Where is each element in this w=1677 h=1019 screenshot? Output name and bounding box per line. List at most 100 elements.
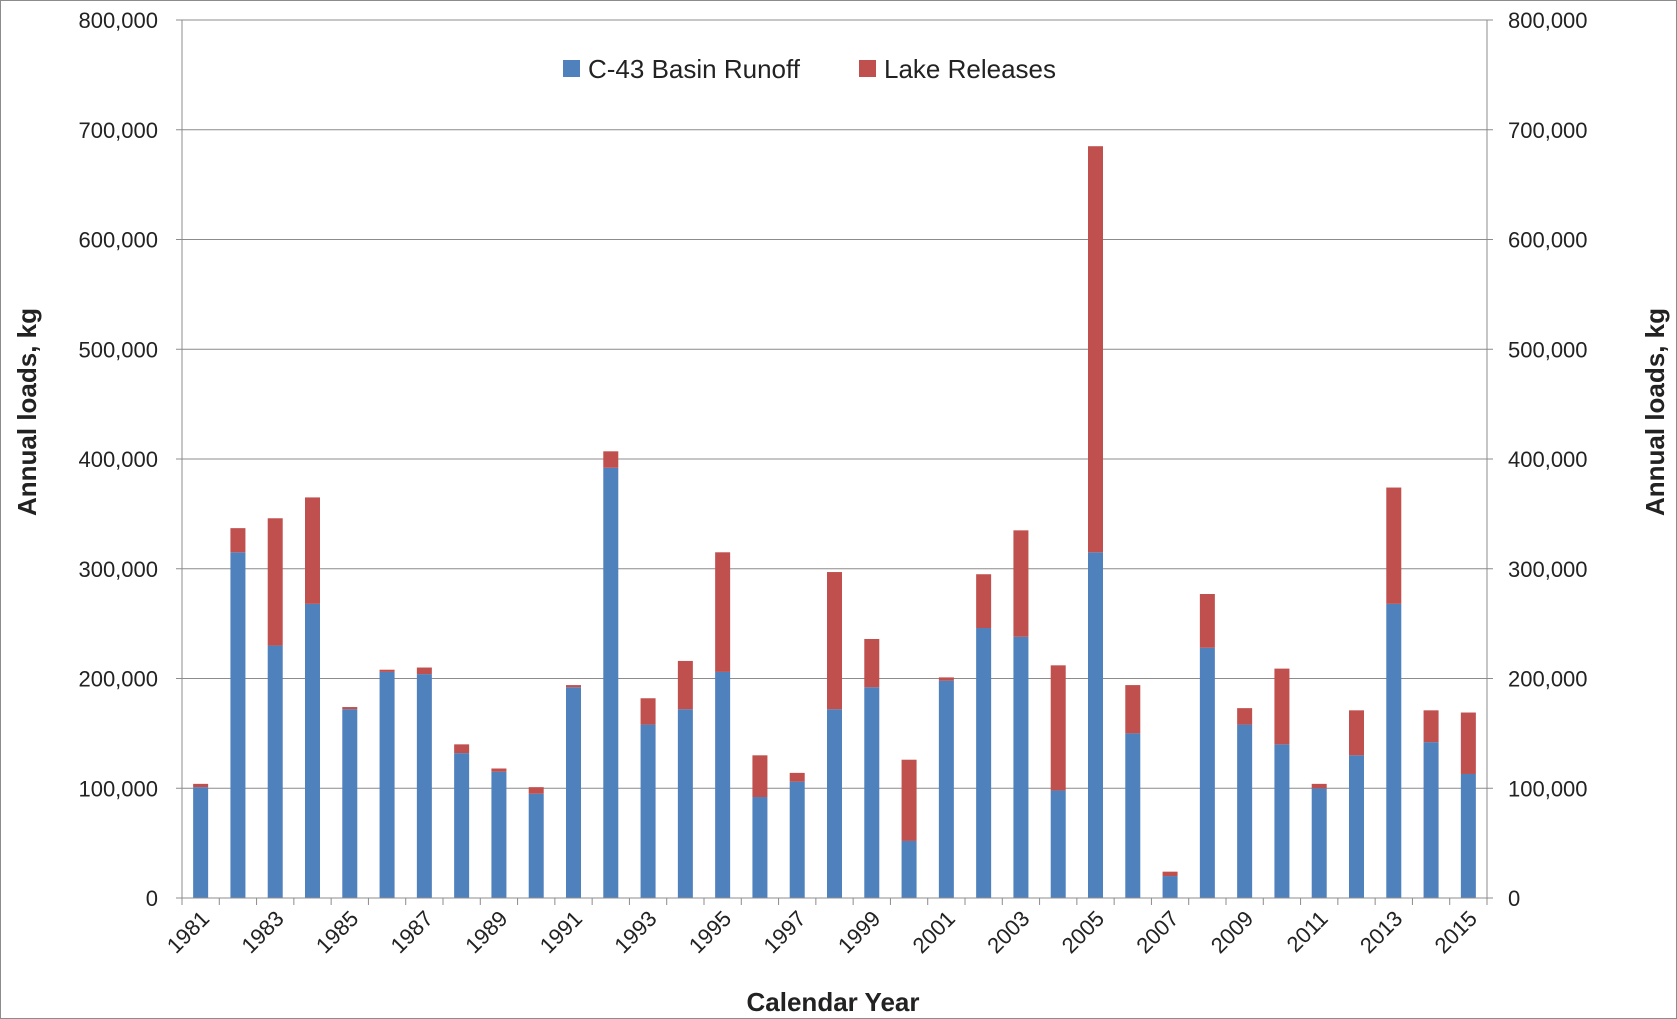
bar-lake-releases-2004 [1050,665,1066,791]
legend-label-lake-releases: Lake Releases [884,54,1056,84]
legend: C-43 Basin Runoff Lake Releases [563,54,1056,84]
bar-basin-runoff-2009 [1237,724,1253,898]
bar-lake-releases-2014 [1423,710,1439,743]
legend-label-basin-runoff: C-43 Basin Runoff [588,54,801,84]
y-tick-label-right: 100,000 [1508,776,1588,801]
bar-lake-releases-1981 [193,783,209,788]
bar-basin-runoff-2015 [1460,773,1476,898]
y-tick-label-right: 0 [1508,886,1520,911]
bar-lake-releases-2011 [1311,783,1327,789]
y-axis-title-right: Annual loads, kg [1640,308,1670,516]
bar-basin-runoff-2007 [1162,876,1178,898]
bar-basin-runoff-2013 [1386,603,1402,898]
x-tick-label: 2015 [1430,906,1482,958]
bar-basin-runoff-2010 [1274,744,1290,898]
bar-lake-releases-2009 [1237,708,1253,725]
x-tick-label: 2011 [1282,906,1333,957]
x-tick-label: 1989 [460,906,512,958]
x-axis-ticks: 1981 1983 1985 1987 1989 1991 1993 1995 1997 1999… [162,898,1488,958]
bar-lake-releases-2008 [1199,593,1215,648]
bar-lake-releases-1986 [379,669,395,672]
bar-lake-releases-2010 [1274,668,1290,745]
x-tick-label: 1995 [684,906,736,958]
y-axis-title-left: Annual loads, kg [12,308,42,516]
bar-lake-releases-1991 [566,685,581,688]
bar-basin-runoff-2000 [901,840,917,898]
bar-basin-runoff-2006 [1125,733,1141,898]
bar-lake-releases-1995 [715,552,731,672]
y-tick-label-right: 600,000 [1508,228,1588,253]
y-tick-label-left: 700,000 [78,118,158,143]
bar-lake-releases-1998 [827,572,842,710]
x-tick-label: 1991 [535,906,587,958]
bar-basin-runoff-2008 [1199,647,1215,898]
bar-lake-releases-1984 [305,497,320,604]
x-tick-label: 2001 [908,906,960,958]
bar-basin-runoff-1997 [789,781,805,898]
bar-lake-releases-1983 [267,518,283,646]
bar-basin-runoff-2012 [1349,755,1364,898]
bar-basin-runoff-1992 [603,467,619,898]
bars [193,146,1476,898]
bar-lake-releases-1993 [640,698,656,725]
y-axis-right-ticks: 0 100,000 200,000 300,000 400,000 500,000 600,… [1487,8,1588,911]
x-tick-label: 1993 [609,906,661,958]
bar-lake-releases-2003 [1013,530,1029,637]
bar-basin-runoff-1989 [491,771,507,898]
bar-basin-runoff-2001 [938,680,954,898]
x-tick-label: 2005 [1057,906,1109,958]
y-tick-label-left: 0 [146,886,158,911]
bar-basin-runoff-2014 [1423,742,1439,898]
bar-basin-runoff-1991 [566,687,581,898]
bar-lake-releases-2006 [1125,685,1141,734]
bar-basin-runoff-1996 [752,797,768,898]
y-axis-left-ticks: 0 100,000 200,000 300,000 400,000 500,000 600,… [78,8,182,911]
bar-lake-releases-2002 [976,574,992,629]
bar-basin-runoff-2005 [1088,552,1103,898]
x-tick-label: 1987 [386,906,438,958]
bar-basin-runoff-2011 [1311,788,1327,898]
y-tick-label-left: 300,000 [78,557,158,582]
x-tick-label: 2013 [1355,906,1407,958]
y-tick-label-left: 400,000 [78,447,158,472]
bar-lake-releases-1996 [752,755,768,798]
bar-basin-runoff-1982 [230,552,246,898]
y-tick-label-right: 200,000 [1508,667,1588,692]
y-tick-label-left: 100,000 [78,776,158,801]
bar-lake-releases-1988 [454,744,470,754]
bar-lake-releases-1987 [416,667,432,675]
bar-basin-runoff-1984 [305,603,320,898]
bar-lake-releases-1989 [491,768,507,772]
bar-basin-runoff-1987 [416,674,432,898]
bar-lake-releases-1992 [603,451,619,468]
bar-basin-runoff-1999 [864,687,880,898]
gridlines [182,19,1487,789]
y-tick-label-right: 500,000 [1508,337,1588,362]
bar-lake-releases-2013 [1386,487,1402,604]
bar-basin-runoff-1981 [193,787,209,898]
y-tick-label-left: 800,000 [78,8,158,33]
bar-lake-releases-2007 [1162,871,1178,877]
bar-basin-runoff-1986 [379,671,395,898]
x-tick-label: 1983 [236,906,288,958]
bar-lake-releases-1982 [230,528,246,553]
bar-lake-releases-2000 [901,759,917,841]
bar-basin-runoff-2004 [1050,790,1066,898]
x-tick-label: 1997 [758,906,810,958]
bar-lake-releases-1999 [864,638,880,688]
y-tick-label-right: 400,000 [1508,447,1588,472]
y-tick-label-right: 300,000 [1508,557,1588,582]
legend-swatch-lake-releases [859,60,876,77]
bar-basin-runoff-1990 [528,793,544,898]
bar-lake-releases-1994 [677,660,693,710]
bar-basin-runoff-1983 [267,645,283,898]
x-tick-label: 2003 [982,906,1034,958]
legend-swatch-basin-runoff [563,60,580,77]
bar-basin-runoff-2002 [976,628,992,898]
x-tick-label: 1999 [833,906,885,958]
bar-lake-releases-1997 [789,772,805,782]
x-tick-label: 1981 [162,906,214,958]
bar-basin-runoff-1998 [827,709,842,898]
bar-basin-runoff-1988 [454,753,470,898]
bar-lake-releases-2015 [1460,712,1476,774]
